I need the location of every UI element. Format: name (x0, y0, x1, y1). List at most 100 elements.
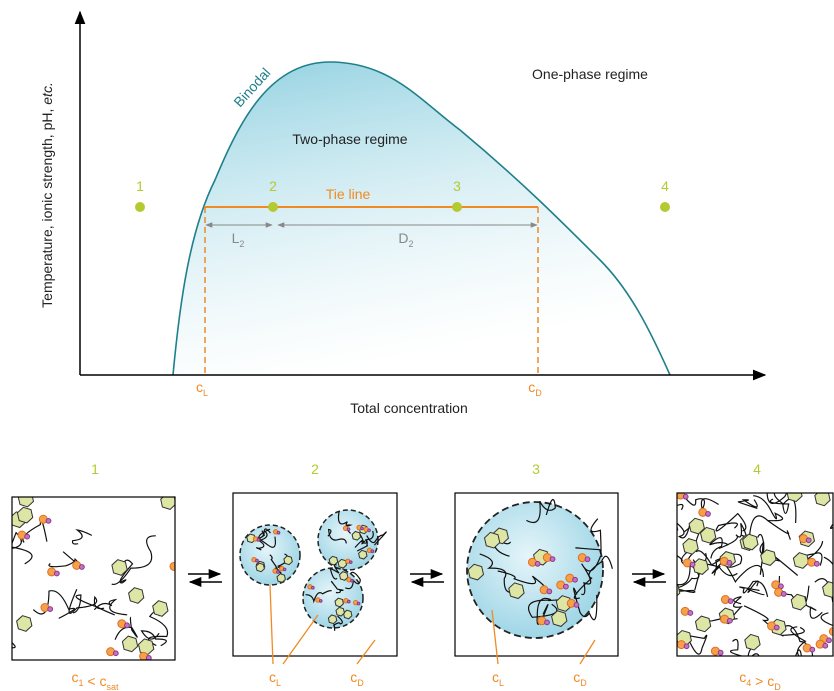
panel-caption: cL (269, 669, 281, 688)
bead-small (774, 625, 779, 630)
bead-small (727, 618, 732, 623)
molecule (359, 550, 367, 559)
molecule (344, 610, 352, 619)
bead-small (54, 571, 59, 576)
panel-label: 1 (91, 461, 99, 477)
tie-line-label: Tie line (326, 186, 371, 202)
polymer-chain (685, 497, 719, 509)
molecule (338, 559, 346, 568)
bead-small (256, 559, 259, 562)
bead-small (727, 560, 732, 565)
molecule (693, 559, 708, 575)
bead-small (368, 529, 371, 532)
molecule (277, 574, 285, 583)
bead-small (46, 518, 51, 523)
bead-small (706, 512, 711, 517)
panel-caption: cD (350, 669, 364, 688)
text-part: c (269, 669, 276, 685)
subscript: D (580, 678, 587, 688)
molecule (256, 563, 264, 572)
bead-small (823, 643, 828, 648)
x-axis-label: Total concentration (350, 400, 468, 416)
point-label: 4 (661, 178, 669, 194)
bead-small (827, 638, 832, 643)
bead-small (319, 600, 322, 603)
molecule (683, 539, 698, 555)
bead-small (806, 538, 811, 543)
panel-label: 4 (753, 461, 761, 477)
bead-small (357, 602, 360, 605)
polymer-chain (115, 617, 137, 639)
subscript: 2 (239, 239, 244, 249)
bead-small (574, 602, 579, 607)
panel-caption: cL (492, 669, 504, 688)
molecule (336, 607, 344, 616)
bead-small (283, 568, 286, 571)
state-point (660, 202, 670, 212)
molecule (787, 486, 802, 502)
bead-small (688, 611, 693, 616)
subscript: D (357, 678, 364, 688)
polymer-chain (821, 604, 834, 627)
molecule (328, 615, 336, 624)
text-part: c (528, 379, 535, 395)
subscript: L (276, 678, 281, 688)
bead-small (277, 571, 280, 574)
molecule (352, 532, 360, 541)
molecule (153, 601, 168, 617)
molecule (17, 616, 32, 632)
polymer-chain (665, 588, 695, 602)
leader-line (580, 640, 595, 664)
polymer-chain (94, 600, 127, 615)
state-point (268, 202, 278, 212)
bead-small (79, 565, 84, 570)
molecule (284, 556, 292, 565)
molecule (18, 491, 33, 507)
text-part: c (739, 669, 746, 685)
bead-small (550, 557, 555, 562)
panel-label: 2 (311, 461, 319, 477)
bead-small (347, 528, 350, 531)
text-part: L (232, 230, 240, 246)
subscript: D (774, 682, 781, 691)
y-axis-label: Temperature, ionic strength, pH, etc. (39, 82, 55, 308)
subscript: D (535, 388, 542, 398)
molecule (161, 494, 176, 510)
polymer-chain (33, 591, 74, 619)
text-part: > c (751, 673, 774, 689)
bead-small (371, 550, 374, 553)
polymer-chain (770, 499, 796, 523)
panel-content (0, 491, 182, 660)
figure: Temperature, ionic strength, pH, etc. To… (0, 0, 834, 691)
polymer-chain (149, 611, 168, 645)
state-point (452, 202, 462, 212)
molecule (793, 553, 808, 569)
molecule (745, 634, 760, 650)
panel-caption: c1 < csat (72, 669, 119, 691)
bead-small (781, 592, 786, 597)
text-part: < c (84, 673, 107, 689)
subscript: L (203, 388, 208, 398)
panel-frame (12, 497, 175, 660)
leader-line (357, 640, 375, 664)
bead-small (125, 623, 130, 628)
leader-line (270, 585, 273, 664)
polymer-chain (643, 600, 667, 628)
bead-small (113, 651, 118, 656)
bead-small (585, 557, 590, 562)
panel-content (643, 484, 834, 671)
bead-small (347, 600, 350, 603)
subscript: 2 (409, 239, 414, 249)
molecule (129, 588, 144, 604)
text-part: D (398, 230, 408, 246)
bead-small (177, 566, 182, 571)
molecule (335, 598, 343, 607)
bead-small (564, 584, 569, 589)
bead-small (351, 579, 354, 582)
molecule (663, 520, 678, 536)
polymer-chain (655, 533, 683, 561)
point-label: 3 (453, 178, 461, 194)
molecule (139, 639, 154, 655)
illustrations (0, 484, 834, 671)
molecule (329, 556, 338, 565)
